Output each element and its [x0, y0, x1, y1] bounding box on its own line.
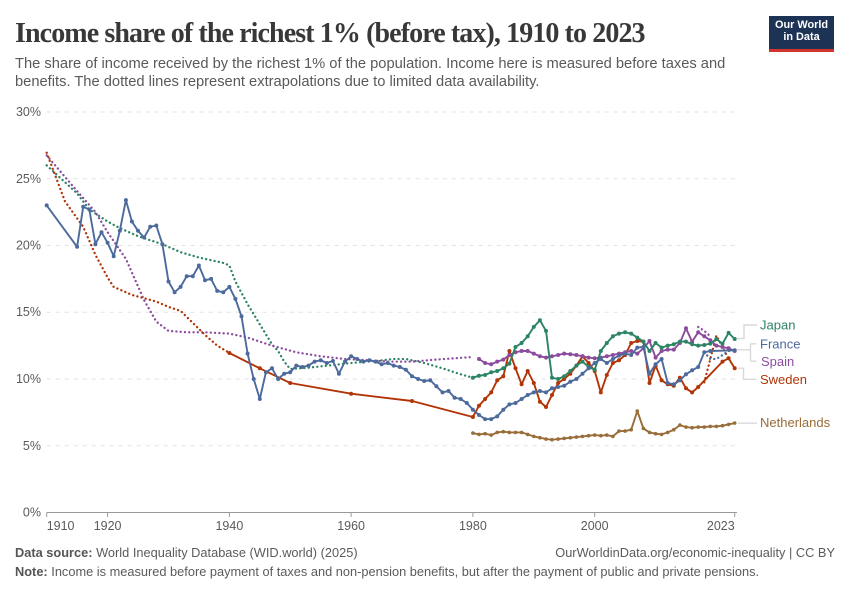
svg-text:Netherlands: Netherlands — [760, 415, 831, 430]
svg-text:20%: 20% — [16, 239, 41, 253]
svg-text:Spain: Spain — [761, 354, 794, 369]
svg-text:1920: 1920 — [94, 519, 122, 533]
svg-text:15%: 15% — [16, 305, 41, 319]
svg-text:Sweden: Sweden — [760, 372, 807, 387]
svg-text:5%: 5% — [23, 439, 41, 453]
svg-text:Japan: Japan — [760, 318, 795, 333]
svg-text:1960: 1960 — [337, 519, 365, 533]
svg-text:1940: 1940 — [215, 519, 243, 533]
svg-text:2000: 2000 — [581, 519, 609, 533]
svg-text:0%: 0% — [23, 506, 41, 520]
svg-text:25%: 25% — [16, 172, 41, 186]
svg-text:10%: 10% — [16, 372, 41, 386]
svg-text:1910: 1910 — [47, 519, 75, 533]
svg-text:France: France — [760, 336, 800, 351]
svg-text:1980: 1980 — [459, 519, 487, 533]
svg-text:30%: 30% — [16, 105, 41, 119]
svg-text:2023: 2023 — [707, 519, 735, 533]
